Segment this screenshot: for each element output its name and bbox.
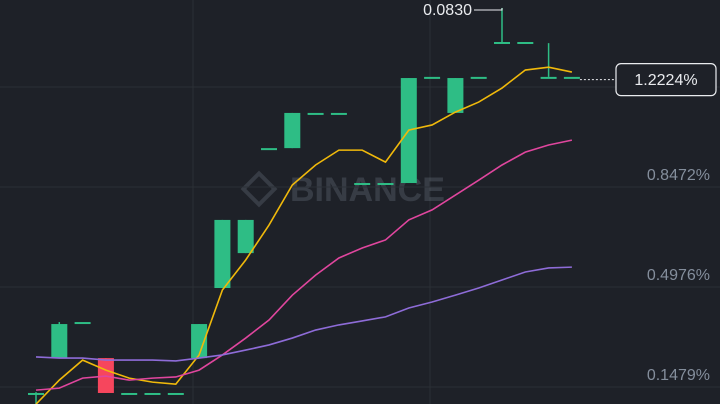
candle-body <box>284 112 301 149</box>
watermark-logo <box>240 170 278 208</box>
last-price-label: 1.2224% <box>634 72 697 89</box>
candle-body <box>330 112 347 115</box>
candle-body <box>377 183 394 186</box>
candle-body <box>28 392 44 395</box>
moving-average-line <box>35 139 573 391</box>
y-tick-label: 0.8472% <box>647 167 710 184</box>
high-label: 0.0830 <box>423 2 472 19</box>
candle-body <box>517 41 534 44</box>
last-price-box <box>615 63 717 97</box>
candle-body <box>470 76 487 79</box>
high-marker-line <box>474 7 503 11</box>
candle-body <box>191 324 208 359</box>
candle-body <box>563 76 580 79</box>
candle-body <box>51 324 68 359</box>
candle-body <box>424 76 441 79</box>
candle-body <box>214 219 231 289</box>
moving-average-line <box>35 66 573 404</box>
candle-body <box>74 322 91 325</box>
candle-body <box>494 41 510 44</box>
candle-body <box>121 392 138 395</box>
moving-average-line <box>35 266 572 362</box>
candle-body <box>447 78 464 113</box>
candle-body <box>237 219 254 254</box>
candle-body <box>144 392 161 395</box>
candle-body <box>354 183 371 186</box>
candle-body <box>307 112 324 115</box>
watermark: BINANCE <box>290 171 445 209</box>
candle-body <box>167 392 184 395</box>
watermark-group: BINANCE <box>240 170 445 209</box>
candle-body <box>261 148 277 151</box>
candle-body <box>540 76 557 79</box>
y-tick-label: 0.4976% <box>647 267 710 284</box>
y-tick-label: 0.1479% <box>647 367 710 384</box>
